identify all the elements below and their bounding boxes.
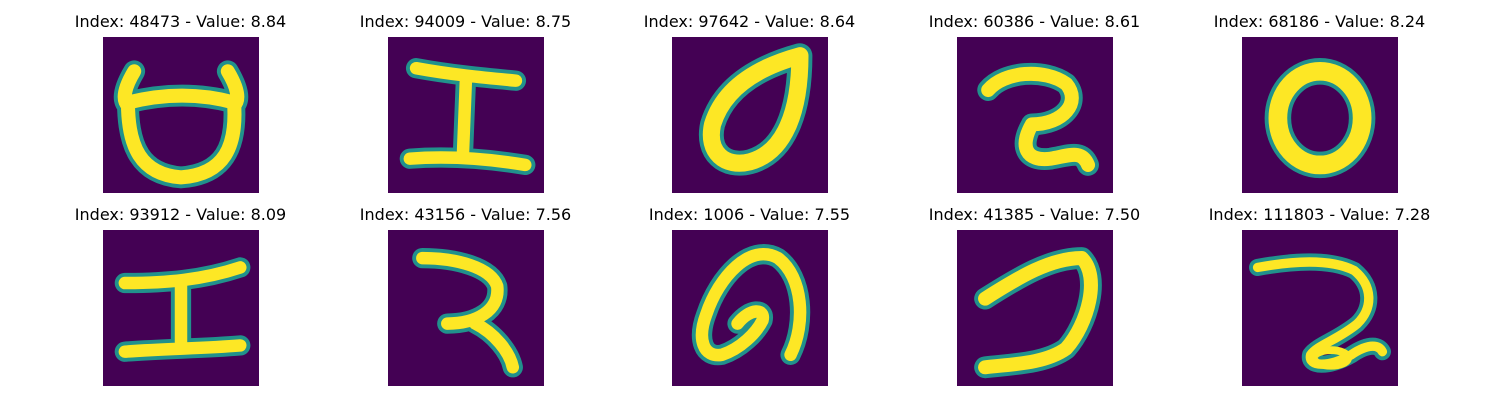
- digit-image: [103, 37, 259, 193]
- panel-title: Index: 41385 - Value: 7.50: [928, 205, 1141, 224]
- digit-image: [957, 37, 1113, 193]
- panel-7: Index: 43156 - Value: 7.56: [323, 205, 608, 395]
- panel-title: Index: 48473 - Value: 8.84: [74, 12, 287, 31]
- panel-title: Index: 97642 - Value: 8.64: [643, 12, 856, 31]
- panel-title: Index: 60386 - Value: 8.61: [928, 12, 1141, 31]
- panel-title: Index: 68186 - Value: 8.24: [1213, 12, 1426, 31]
- panel-title: Index: 111803 - Value: 7.28: [1208, 205, 1431, 224]
- panel-2: Index: 94009 - Value: 8.75: [323, 12, 608, 202]
- digit-image: [388, 230, 544, 386]
- panel-title: Index: 1006 - Value: 7.55: [648, 205, 851, 224]
- panel-3: Index: 97642 - Value: 8.64: [607, 12, 892, 202]
- digit-image: [672, 37, 828, 193]
- panel-4: Index: 60386 - Value: 8.61: [892, 12, 1177, 202]
- digit-image: [957, 230, 1113, 386]
- digit-image: [1242, 37, 1398, 193]
- panel-10: Index: 111803 - Value: 7.28: [1177, 205, 1462, 395]
- panel-title: Index: 93912 - Value: 8.09: [74, 205, 287, 224]
- panel-6: Index: 93912 - Value: 8.09: [38, 205, 323, 395]
- panel-title: Index: 43156 - Value: 7.56: [359, 205, 572, 224]
- digit-image: [388, 37, 544, 193]
- panel-5: Index: 68186 - Value: 8.24: [1177, 12, 1462, 202]
- panel-9: Index: 41385 - Value: 7.50: [892, 205, 1177, 395]
- panel-1: Index: 48473 - Value: 8.84: [38, 12, 323, 202]
- digit-image: [103, 230, 259, 386]
- panel-title: Index: 94009 - Value: 8.75: [359, 12, 572, 31]
- digit-image: [1242, 230, 1398, 386]
- digit-image: [672, 230, 828, 386]
- panel-8: Index: 1006 - Value: 7.55: [607, 205, 892, 395]
